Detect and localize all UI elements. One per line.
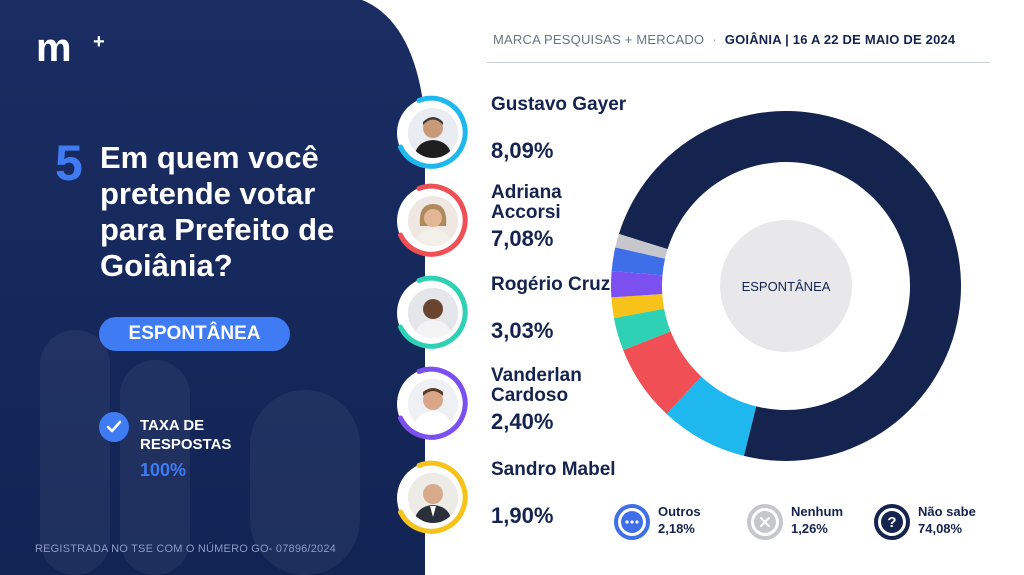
candidate-percent: 7,08% bbox=[491, 226, 554, 251]
avatar bbox=[408, 379, 458, 429]
header-separator: · bbox=[712, 32, 717, 47]
candidate-row: Adriana Accorsi 7,08% bbox=[395, 183, 635, 263]
candidate-name: Rogério Cruz bbox=[491, 274, 611, 295]
candidate-name: Adriana Accorsi bbox=[491, 182, 562, 223]
ellipsis-icon bbox=[614, 504, 650, 540]
registration-note: REGISTRADA NO TSE COM O NÚMERO GO- 07896… bbox=[35, 543, 336, 555]
candidate-percent: 1,90% bbox=[491, 503, 554, 528]
header-city-dates: GOIÂNIA | 16 A 22 DE MAIO DE 2024 bbox=[724, 32, 956, 47]
candidate-percent: 2,40% bbox=[491, 409, 554, 434]
response-rate-value: 100% bbox=[140, 460, 187, 480]
x-icon bbox=[747, 504, 783, 540]
candidate-row: Gustavo Gayer 8,09% bbox=[395, 95, 635, 175]
legend-value: 1,26% bbox=[791, 521, 828, 536]
left-panel-background bbox=[0, 0, 425, 575]
question-text: Em quem você pretende votar para Prefeit… bbox=[100, 140, 335, 283]
donut-slice-outros bbox=[611, 247, 666, 276]
candidate-row: Sandro Mabel 1,90% bbox=[395, 460, 635, 540]
legend-label: Não sabe bbox=[918, 504, 976, 519]
checkmark-icon bbox=[99, 412, 129, 442]
donut-slice-vanderlan-cardoso bbox=[611, 270, 663, 298]
avatar bbox=[408, 196, 458, 246]
donut-center bbox=[720, 220, 852, 352]
candidate-name: Sandro Mabel bbox=[491, 459, 616, 480]
legend-label: Outros bbox=[658, 504, 701, 519]
candidate-name: Vanderlan Cardoso bbox=[491, 365, 582, 406]
brand-logo-plus: + bbox=[93, 31, 105, 53]
donut-slice-nao-sabe bbox=[618, 111, 961, 462]
header: MARCA PESQUISAS + MERCADO · GOIÂNIA | 16 A… bbox=[493, 32, 955, 47]
candidate-row: Rogério Cruz 3,03% bbox=[395, 275, 635, 355]
donut-slice-rogerio-cruz bbox=[613, 308, 671, 351]
donut-slice-nenhum bbox=[615, 233, 668, 259]
svg-text:?: ? bbox=[887, 514, 896, 531]
donut-center-label: ESPONTÂNEA bbox=[742, 279, 831, 294]
donut-slice-sandro-mabel bbox=[611, 294, 665, 319]
question-number: 5 bbox=[55, 135, 83, 191]
left-panel: m + 5 Em quem você pretende votar para P… bbox=[0, 0, 432, 575]
candidate-name: Gustavo Gayer bbox=[491, 94, 627, 115]
brand-logo-letter: m bbox=[36, 26, 72, 70]
response-rate-label: TAXA DE RESPOSTAS bbox=[140, 417, 232, 453]
header-divider bbox=[487, 62, 990, 63]
legend-label: Nenhum bbox=[791, 504, 843, 519]
candidate-percent: 3,03% bbox=[491, 318, 554, 343]
avatar bbox=[408, 108, 458, 158]
donut-slice-adriana-accorsi bbox=[623, 331, 702, 414]
candidate-percent: 8,09% bbox=[491, 138, 554, 163]
spontaneous-badge: ESPONTÂNEA bbox=[99, 317, 290, 351]
question-icon: ? bbox=[874, 504, 910, 540]
brand-logo: m + bbox=[36, 26, 105, 70]
legend-value: 74,08% bbox=[918, 521, 963, 536]
donut-chart: ESPONTÂNEA bbox=[611, 111, 961, 462]
header-source: MARCA PESQUISAS + MERCADO bbox=[493, 32, 705, 47]
legend-value: 2,18% bbox=[658, 521, 695, 536]
avatar bbox=[408, 288, 458, 338]
candidate-row: Vanderlan Cardoso 2,40% bbox=[395, 366, 635, 446]
avatar bbox=[408, 473, 458, 523]
donut-slices bbox=[611, 111, 961, 462]
donut-slice-gustavo-gayer bbox=[666, 376, 757, 456]
